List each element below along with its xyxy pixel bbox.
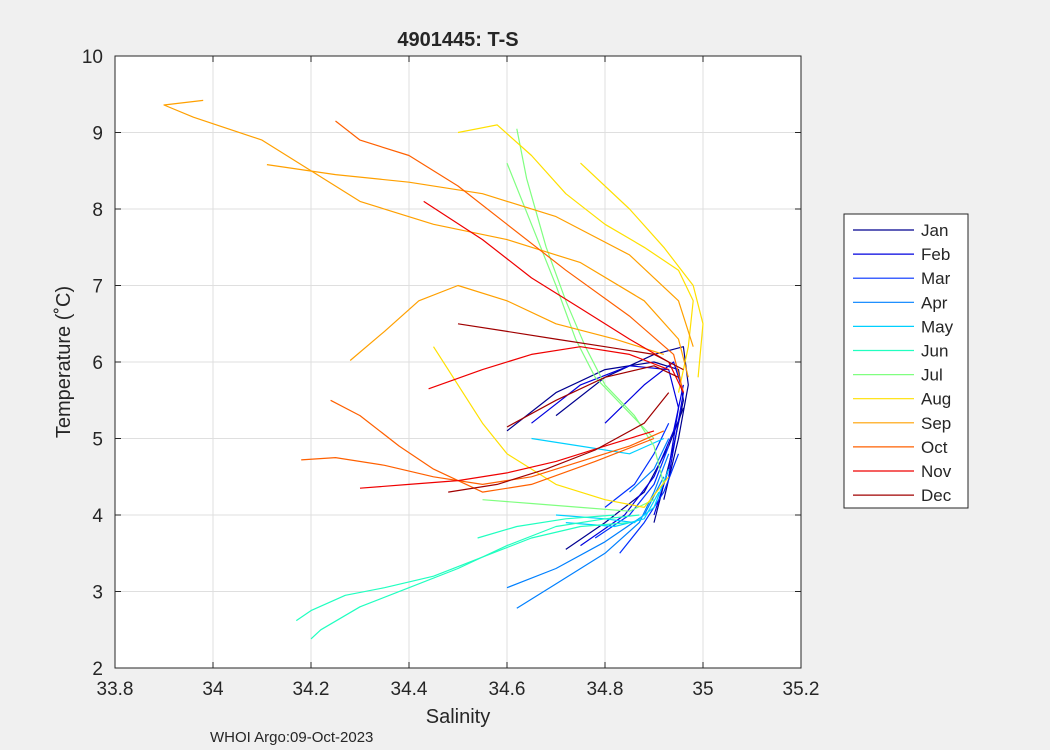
profile-line: [580, 162, 704, 378]
legend-label: Jun: [921, 342, 948, 361]
profile-line: [506, 162, 655, 439]
profile-line: [629, 438, 670, 493]
y-tick-label: 4: [92, 506, 103, 527]
legend-entry-feb: Feb: [853, 245, 950, 264]
legend-label: Jul: [921, 366, 943, 385]
profile-line: [477, 514, 615, 539]
series-jul: [482, 128, 665, 512]
profile-line: [516, 453, 670, 609]
legend-label: May: [921, 317, 954, 336]
profile-line: [506, 365, 679, 428]
legend-entry-aug: Aug: [853, 390, 951, 409]
profile-line: [580, 384, 684, 547]
series-jun: [295, 514, 640, 640]
y-tick-label: 6: [92, 353, 103, 374]
profile-line: [448, 392, 670, 493]
y-tick-label: 5: [92, 430, 103, 451]
profile-line: [531, 437, 665, 455]
x-tick-label: 34.4: [391, 679, 428, 700]
legend-label: Feb: [921, 245, 950, 264]
y-axis-label: Temperature (˚C): [53, 286, 75, 438]
legend-entry-dec: Dec: [853, 486, 952, 505]
profile-line: [604, 422, 670, 508]
x-tick-label: 33.8: [97, 679, 134, 700]
chart-title: 4901445: T-S: [397, 29, 518, 51]
x-tick-label: 35: [692, 679, 713, 700]
y-tick-label: 10: [82, 47, 103, 68]
series-dec: [448, 323, 684, 493]
profile-line: [432, 346, 670, 508]
legend-entry-sep: Sep: [853, 414, 951, 433]
x-tick-label: 34.2: [293, 679, 330, 700]
legend-entry-may: May: [853, 317, 954, 336]
profile-line: [506, 361, 685, 523]
series-aug: [432, 124, 704, 508]
profile-line: [604, 361, 685, 477]
profile-line: [301, 430, 665, 485]
y-tick-label: 7: [92, 277, 103, 298]
legend-entry-apr: Apr: [853, 293, 948, 312]
legend-entry-oct: Oct: [853, 438, 948, 457]
legend-box: [843, 213, 969, 509]
profile-line: [457, 124, 694, 393]
profile-line: [565, 407, 684, 550]
legend-label: Dec: [921, 486, 952, 505]
profile-line: [506, 476, 665, 589]
profile-line: [266, 164, 694, 347]
legend-entry-jul: Jul: [853, 366, 943, 385]
legend-entry-nov: Nov: [853, 462, 952, 481]
legend-entry-mar: Mar: [853, 269, 951, 288]
data-series: [163, 99, 704, 640]
y-tick-label: 8: [92, 200, 103, 221]
profile-line: [516, 128, 665, 485]
legend-label: Aug: [921, 390, 951, 409]
legend-entry-jun: Jun: [853, 342, 948, 361]
x-axis-label: Salinity: [426, 706, 490, 728]
profile-line: [428, 346, 669, 390]
profile-line: [482, 499, 655, 512]
y-tick-label: 9: [92, 124, 103, 145]
x-tick-label: 34: [202, 679, 224, 700]
legend-label: Sep: [921, 414, 951, 433]
legend-label: Jan: [921, 221, 948, 240]
legend-entry-jan: Jan: [853, 221, 948, 240]
series-apr: [506, 438, 670, 609]
legend-label: Apr: [921, 293, 948, 312]
profile-line: [359, 430, 655, 489]
series-sep: [163, 99, 694, 378]
legend-label: Nov: [921, 462, 952, 481]
profile-line: [163, 99, 689, 378]
footer-credit: WHOI Argo:09-Oct-2023: [210, 729, 373, 746]
legend: Jan Feb Mar Apr May Jun Jul Aug Sep Oct Nov Dec: [843, 213, 969, 509]
profile-line: [295, 522, 630, 622]
profile-line: [349, 284, 664, 361]
x-tick-label: 35.2: [783, 679, 820, 700]
profile-line: [310, 514, 640, 640]
x-tick-label: 34.6: [489, 679, 526, 700]
legend-label: Mar: [921, 269, 951, 288]
profile-line: [335, 120, 684, 393]
legend-label: Oct: [921, 438, 948, 457]
y-tick-label: 2: [92, 659, 103, 680]
x-tick-label: 34.8: [587, 679, 624, 700]
y-tick-label: 3: [92, 583, 103, 604]
profile-line: [457, 323, 684, 371]
